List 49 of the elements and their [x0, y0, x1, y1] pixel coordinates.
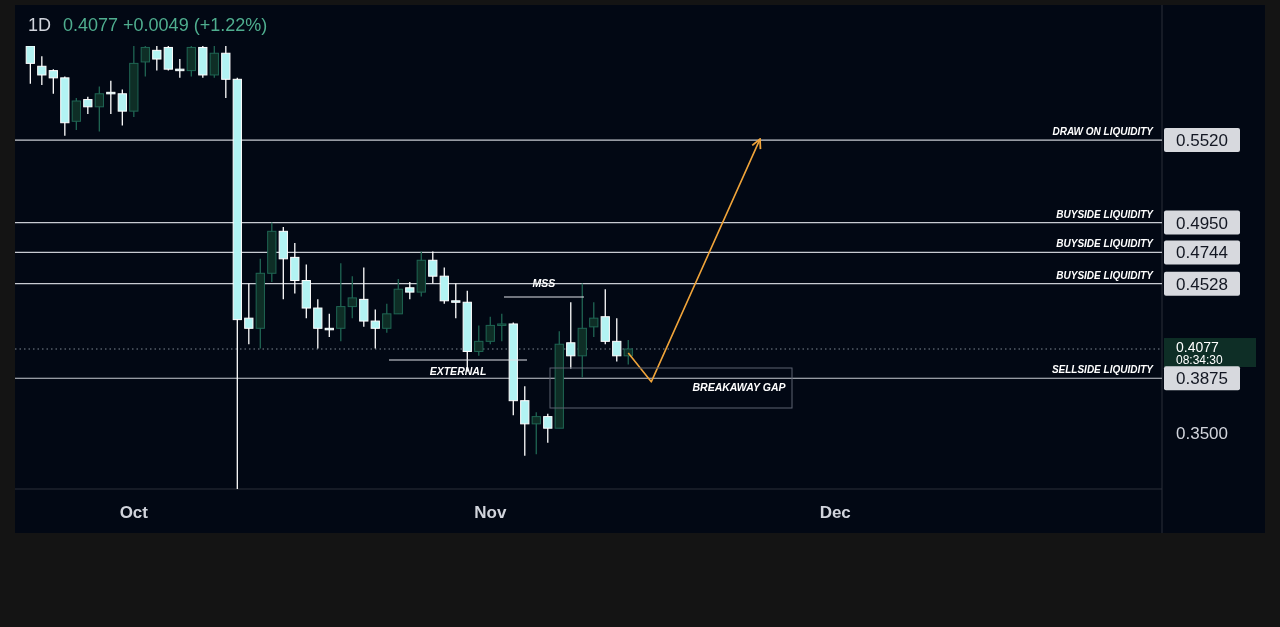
ref-line-label: SELLSIDE LIQUIDITY	[1051, 364, 1155, 376]
candlestick	[48, 68, 58, 95]
candlestick	[520, 385, 530, 457]
annotation: BREAKAWAY GAP	[692, 381, 787, 393]
candlestick	[37, 55, 47, 86]
y-tick-label: 0.5520	[1176, 131, 1228, 151]
candlestick	[94, 85, 104, 133]
candlestick	[106, 80, 116, 115]
ref-line-label: DRAW ON LIQUIDITY	[1052, 126, 1155, 138]
ref-line-label: BUYSIDE LIQUIDITY	[1056, 208, 1155, 220]
candlestick	[382, 303, 392, 334]
candlestick	[175, 58, 185, 79]
candlestick	[152, 46, 162, 72]
candlestick	[117, 88, 127, 127]
x-tick-label: Oct	[119, 503, 149, 522]
candlestick	[589, 301, 599, 338]
chart-title: 1D	[28, 15, 52, 35]
x-tick-label: Nov	[474, 503, 507, 522]
candlestick	[497, 313, 507, 342]
candlestick	[543, 413, 553, 444]
y-tick-label: 0.4744	[1176, 243, 1228, 263]
y-tick-label: 0.4950	[1176, 213, 1228, 233]
text: 08:34:30	[1176, 353, 1224, 368]
y-tick-label: 0.4077	[1176, 339, 1220, 356]
candlestick	[140, 46, 150, 78]
candlestick	[347, 275, 357, 319]
chart-subtitle: 0.4077 +0.0049 (+1.22%)	[63, 15, 268, 35]
candlestick	[186, 46, 196, 78]
candlestick	[531, 411, 541, 455]
candlestick	[359, 266, 369, 328]
candlestick	[336, 262, 346, 342]
candlestick	[209, 46, 219, 79]
y-tick-label: 0.4528	[1176, 274, 1228, 294]
candlestick	[623, 339, 633, 366]
candlestick	[290, 242, 300, 295]
candlestick	[612, 317, 622, 363]
candlestick	[244, 282, 254, 345]
ref-line-label: BUYSIDE LIQUIDITY	[1056, 238, 1155, 250]
x-tick-label: Dec	[819, 503, 851, 522]
candlestick	[163, 46, 173, 72]
y-tick-label: 0.3875	[1176, 369, 1228, 389]
candlestick	[313, 298, 323, 350]
y-tick-label: 0.3500	[1176, 423, 1228, 443]
candlestick	[71, 97, 81, 131]
candlestick	[566, 301, 576, 370]
annotation: EXTERNAL	[429, 365, 487, 377]
candlestick	[25, 46, 35, 85]
ref-line-label: BUYSIDE LIQUIDITY	[1056, 269, 1155, 281]
candlestick	[370, 308, 380, 350]
